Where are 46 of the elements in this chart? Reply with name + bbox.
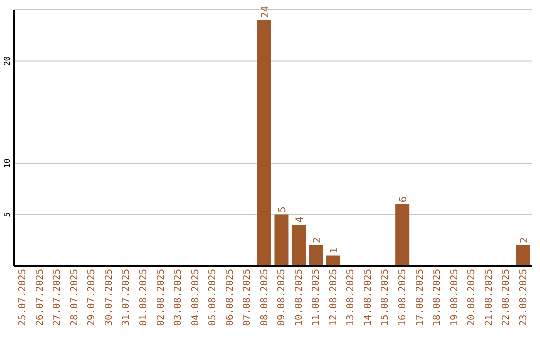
data-label: 1: [330, 248, 341, 254]
data-label: 6: [398, 196, 410, 203]
x-tick-label: 29.07.2025: [86, 269, 98, 326]
x-tick-label: 23.08.2025: [518, 269, 530, 326]
bar: [396, 204, 410, 266]
x-tick-label: 17.08.2025: [414, 269, 426, 326]
x-tick-label: 08.08.2025: [259, 269, 270, 326]
bar: [257, 20, 272, 266]
bar: [309, 246, 324, 266]
x-tick-label: 07.08.2025: [242, 269, 254, 326]
bar: [274, 214, 289, 266]
data-label: 24: [260, 6, 272, 18]
data-label: 4: [294, 217, 306, 224]
x-tick-label: 06.08.2025: [224, 269, 236, 326]
x-tick-label: 12.08.2025: [328, 269, 340, 326]
x-tick-label: 13.08.2025: [346, 269, 357, 326]
x-tick-label: 31.07.2025: [121, 269, 132, 326]
bar: [516, 246, 530, 266]
x-tick-label: 14.08.2025: [362, 269, 374, 326]
x-tick-label: 15.08.2025: [380, 269, 392, 326]
bar: [292, 225, 306, 266]
x-tick-label: 05.08.2025: [208, 269, 219, 326]
x-tick-label: 28.07.2025: [69, 269, 80, 326]
x-tick-label: 01.08.2025: [138, 269, 150, 326]
x-tick-label: 10.08.2025: [294, 269, 305, 326]
x-tick-label: 09.08.2025: [276, 269, 288, 326]
x-tick-label: 03.08.2025: [173, 269, 184, 326]
x-tick-label: 25.07.2025: [18, 269, 29, 326]
x-tick-label: 18.08.2025: [432, 269, 444, 326]
x-tick-label: 16.08.2025: [398, 269, 408, 326]
x-tick-label: 11.08.2025: [311, 269, 322, 326]
x-tick-label: 21.08.2025: [484, 269, 495, 326]
data-label: 5: [278, 206, 289, 213]
x-tick-label: 22.08.2025: [501, 269, 512, 326]
x-tick-label: 20.08.2025: [466, 269, 478, 326]
y-tick-label: 10: [3, 158, 12, 168]
x-tick-label: 04.08.2025: [190, 269, 202, 326]
x-tick-label: 30.07.2025: [104, 269, 115, 326]
x-tick-label: 02.08.2025: [156, 269, 167, 326]
data-label: 2: [519, 237, 530, 244]
x-tick-label: 26.07.2025: [34, 269, 46, 326]
data-label: 2: [312, 237, 324, 244]
x-tick-label: 19.08.2025: [449, 269, 460, 326]
y-tick-label: 5: [3, 212, 12, 218]
y-tick-label: 20: [3, 56, 12, 66]
x-tick-label: 27.07.2025: [52, 269, 64, 326]
